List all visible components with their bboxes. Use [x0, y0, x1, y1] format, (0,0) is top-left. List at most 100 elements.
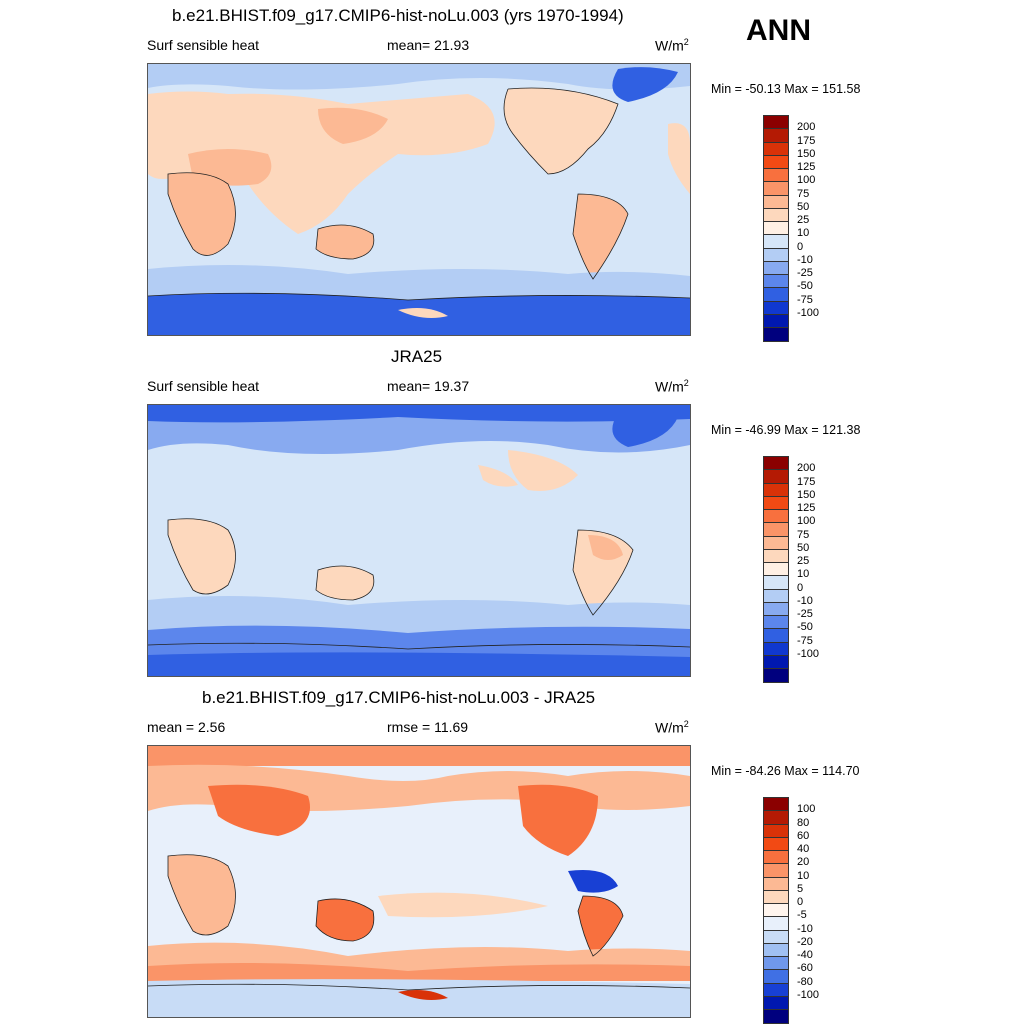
panel-title: JRA25 — [391, 347, 443, 366]
colorbar-swatch — [764, 864, 788, 878]
min-max-label: Min = -46.99 Max = 121.38 — [711, 423, 861, 437]
colorbar-swatch — [764, 261, 788, 275]
mean-label: mean = 2.56 — [147, 719, 226, 735]
colorbar-swatch — [764, 970, 788, 984]
colorbar-label: -75 — [797, 293, 813, 306]
colorbar-swatch — [764, 655, 788, 669]
colorbar-swatch — [764, 328, 788, 342]
colorbar-label: 50 — [797, 200, 810, 213]
colorbar — [763, 797, 789, 1024]
colorbar-label: -100 — [797, 306, 820, 319]
colorbar-label: -25 — [797, 267, 813, 279]
colorbar-label: 125 — [797, 161, 816, 173]
colorbar-swatch — [764, 983, 788, 997]
colorbar-swatch — [764, 917, 788, 931]
colorbar-label: 75 — [797, 187, 810, 200]
colorbar-swatch — [764, 824, 788, 838]
colorbar-swatch — [764, 563, 788, 577]
min-max-label: Min = -84.26 Max = 114.70 — [711, 764, 860, 778]
colorbar-label: 10 — [797, 568, 810, 581]
colorbar-label: 175 — [797, 475, 816, 488]
colorbar-swatch — [764, 470, 788, 484]
colorbar-label: -10 — [797, 253, 813, 266]
colorbar-label: 10 — [797, 227, 810, 240]
colorbar-swatch — [764, 457, 788, 471]
colorbar-swatch — [764, 669, 788, 683]
colorbar-swatch — [764, 957, 788, 971]
colorbar-swatch — [764, 930, 788, 944]
map-obs — [147, 404, 691, 677]
colorbar-label: -25 — [797, 608, 813, 620]
colorbar-swatch — [764, 510, 788, 524]
mean-label: mean= 19.37 — [387, 378, 470, 394]
colorbar-label: 10 — [797, 869, 810, 882]
colorbar-label: 175 — [797, 134, 816, 147]
colorbar-swatch — [764, 235, 788, 249]
colorbar-label: 200 — [797, 462, 816, 475]
units-label: W/m2 — [655, 378, 689, 395]
colorbar-label: 25 — [797, 214, 810, 226]
variable-label: Surf sensible heat — [147, 37, 260, 53]
panel-title: b.e21.BHIST.f09_g17.CMIP6-hist-noLu.003 … — [202, 688, 596, 707]
colorbar-swatch — [764, 222, 788, 236]
colorbar-swatch — [764, 483, 788, 497]
colorbar-label: 100 — [797, 174, 816, 187]
colorbar-label: 0 — [797, 240, 804, 253]
colorbar-label: -5 — [797, 909, 807, 922]
map-model — [147, 63, 691, 336]
colorbar-label: 60 — [797, 829, 810, 842]
colorbar-label: 5 — [797, 882, 804, 895]
colorbar-label: -40 — [797, 949, 813, 961]
colorbar-label: 50 — [797, 541, 810, 554]
colorbar-label: 20 — [797, 856, 810, 869]
colorbar-swatch — [764, 798, 788, 812]
colorbar-label: 80 — [797, 816, 810, 829]
season-label: ANN — [746, 14, 811, 47]
colorbar-label: 75 — [797, 528, 810, 541]
colorbar-label: -60 — [797, 962, 813, 975]
colorbar-label: 150 — [797, 147, 816, 160]
colorbar-swatch — [764, 1010, 788, 1024]
colorbar-label: 200 — [797, 121, 816, 134]
mean-label: mean= 21.93 — [387, 37, 470, 53]
colorbar-swatch — [764, 877, 788, 891]
colorbar-swatch — [764, 616, 788, 630]
colorbar-swatch — [764, 182, 788, 196]
colorbar-swatch — [764, 523, 788, 537]
colorbar-swatch — [764, 314, 788, 328]
colorbar-label: -10 — [797, 922, 813, 935]
colorbar-swatch — [764, 890, 788, 904]
colorbar-label: -20 — [797, 935, 813, 948]
colorbar-label: 0 — [797, 896, 804, 908]
colorbar-swatch — [764, 904, 788, 918]
colorbar-label: -100 — [797, 647, 820, 660]
colorbar-swatch — [764, 536, 788, 550]
units-label: W/m2 — [655, 37, 689, 54]
colorbar-label: 40 — [797, 843, 810, 855]
colorbar-swatch — [764, 811, 788, 825]
colorbar-swatch — [764, 169, 788, 183]
colorbar-label: -50 — [797, 280, 813, 293]
colorbar-swatch — [764, 996, 788, 1010]
colorbar-swatch — [764, 155, 788, 169]
colorbar-label: 0 — [797, 581, 804, 594]
colorbar-label: -50 — [797, 621, 813, 634]
colorbar-swatch — [764, 602, 788, 616]
colorbar-swatch — [764, 851, 788, 865]
colorbar-label: -100 — [797, 988, 820, 1001]
colorbar-swatch — [764, 301, 788, 315]
colorbar — [763, 115, 789, 343]
colorbar-swatch — [764, 496, 788, 510]
rmse-label: rmse = 11.69 — [387, 719, 469, 735]
colorbar-swatch — [764, 248, 788, 262]
colorbar-label: 100 — [797, 803, 816, 816]
colorbar-swatch — [764, 837, 788, 851]
colorbar-label: 25 — [797, 555, 810, 567]
panel-title: b.e21.BHIST.f09_g17.CMIP6-hist-noLu.003 … — [172, 6, 624, 25]
colorbar-swatch — [764, 275, 788, 289]
units-label: W/m2 — [655, 719, 689, 736]
variable-label: Surf sensible heat — [147, 378, 260, 394]
colorbar-swatch — [764, 629, 788, 643]
colorbar-label: -75 — [797, 634, 813, 647]
colorbar-label: -80 — [797, 975, 813, 988]
